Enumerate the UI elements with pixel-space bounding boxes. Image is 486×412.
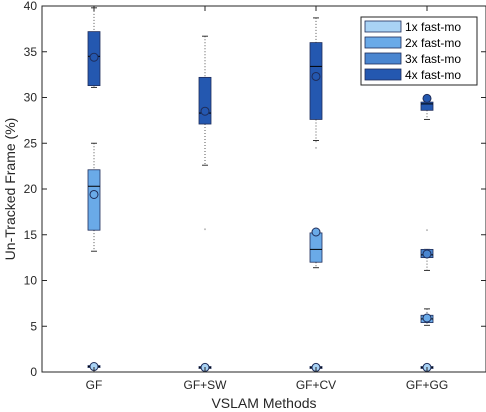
y-tick-label: 10: [24, 274, 38, 288]
mean-marker: [422, 249, 432, 259]
y-tick-label: 5: [30, 319, 37, 333]
x-tick-label: GF: [86, 378, 103, 392]
mean-marker: [200, 106, 210, 116]
box: [309, 232, 323, 263]
legend-label: 4x fast-mo: [405, 68, 461, 82]
legend: 1x fast-mo 2x fast-mo 3x fast-mo 4x fast-mo: [360, 16, 478, 86]
legend-label: 3x fast-mo: [405, 52, 461, 66]
box: [309, 42, 323, 120]
box-group: [420, 308, 434, 326]
legend-swatch: [364, 52, 402, 65]
mean-marker: [89, 52, 99, 62]
y-tick-label: 40: [24, 0, 38, 13]
box-group: [87, 7, 101, 88]
box: [420, 101, 434, 111]
legend-swatch: [364, 36, 402, 49]
y-tick-label: 25: [24, 136, 38, 150]
y-tick-label: 15: [24, 228, 38, 242]
outlier-point: [426, 229, 428, 232]
x-tick-label: GF+SW: [183, 378, 227, 392]
box: [198, 76, 212, 125]
y-tick-label: 35: [24, 45, 38, 59]
box-group: [87, 142, 101, 252]
legend-swatch: [364, 68, 402, 81]
box-group: [309, 17, 323, 142]
mean-marker: [311, 227, 321, 237]
mean-marker: [89, 189, 99, 199]
y-tick-label: 30: [24, 91, 38, 105]
legend-label: 2x fast-mo: [405, 36, 461, 50]
box-group: [87, 362, 101, 372]
box-group: [420, 229, 434, 271]
outlier-point: [315, 146, 317, 149]
mean-marker: [422, 93, 432, 103]
legend-label: 1x fast-mo: [405, 20, 461, 34]
box-group: [309, 140, 323, 269]
legend-swatch: [364, 20, 402, 33]
mean-marker: [422, 313, 432, 323]
y-axis-label: Un-Tracked Frame (%): [2, 118, 18, 261]
box-group: [198, 35, 212, 231]
mean-marker: [311, 71, 321, 81]
box-group: [420, 93, 434, 120]
box: [87, 169, 101, 231]
x-tick-label: GF+CV: [296, 378, 336, 392]
outlier-point: [204, 228, 206, 231]
y-tick-label: 0: [30, 365, 37, 379]
x-tick-label: GF+GG: [406, 378, 448, 392]
axes-layer: 0 5 10 15 20 25 30 35 40 GF GF+SW GF+CV GF+GG: [24, 0, 486, 392]
x-axis-label: VSLAM Methods: [211, 395, 316, 411]
y-tick-label: 20: [24, 182, 38, 196]
